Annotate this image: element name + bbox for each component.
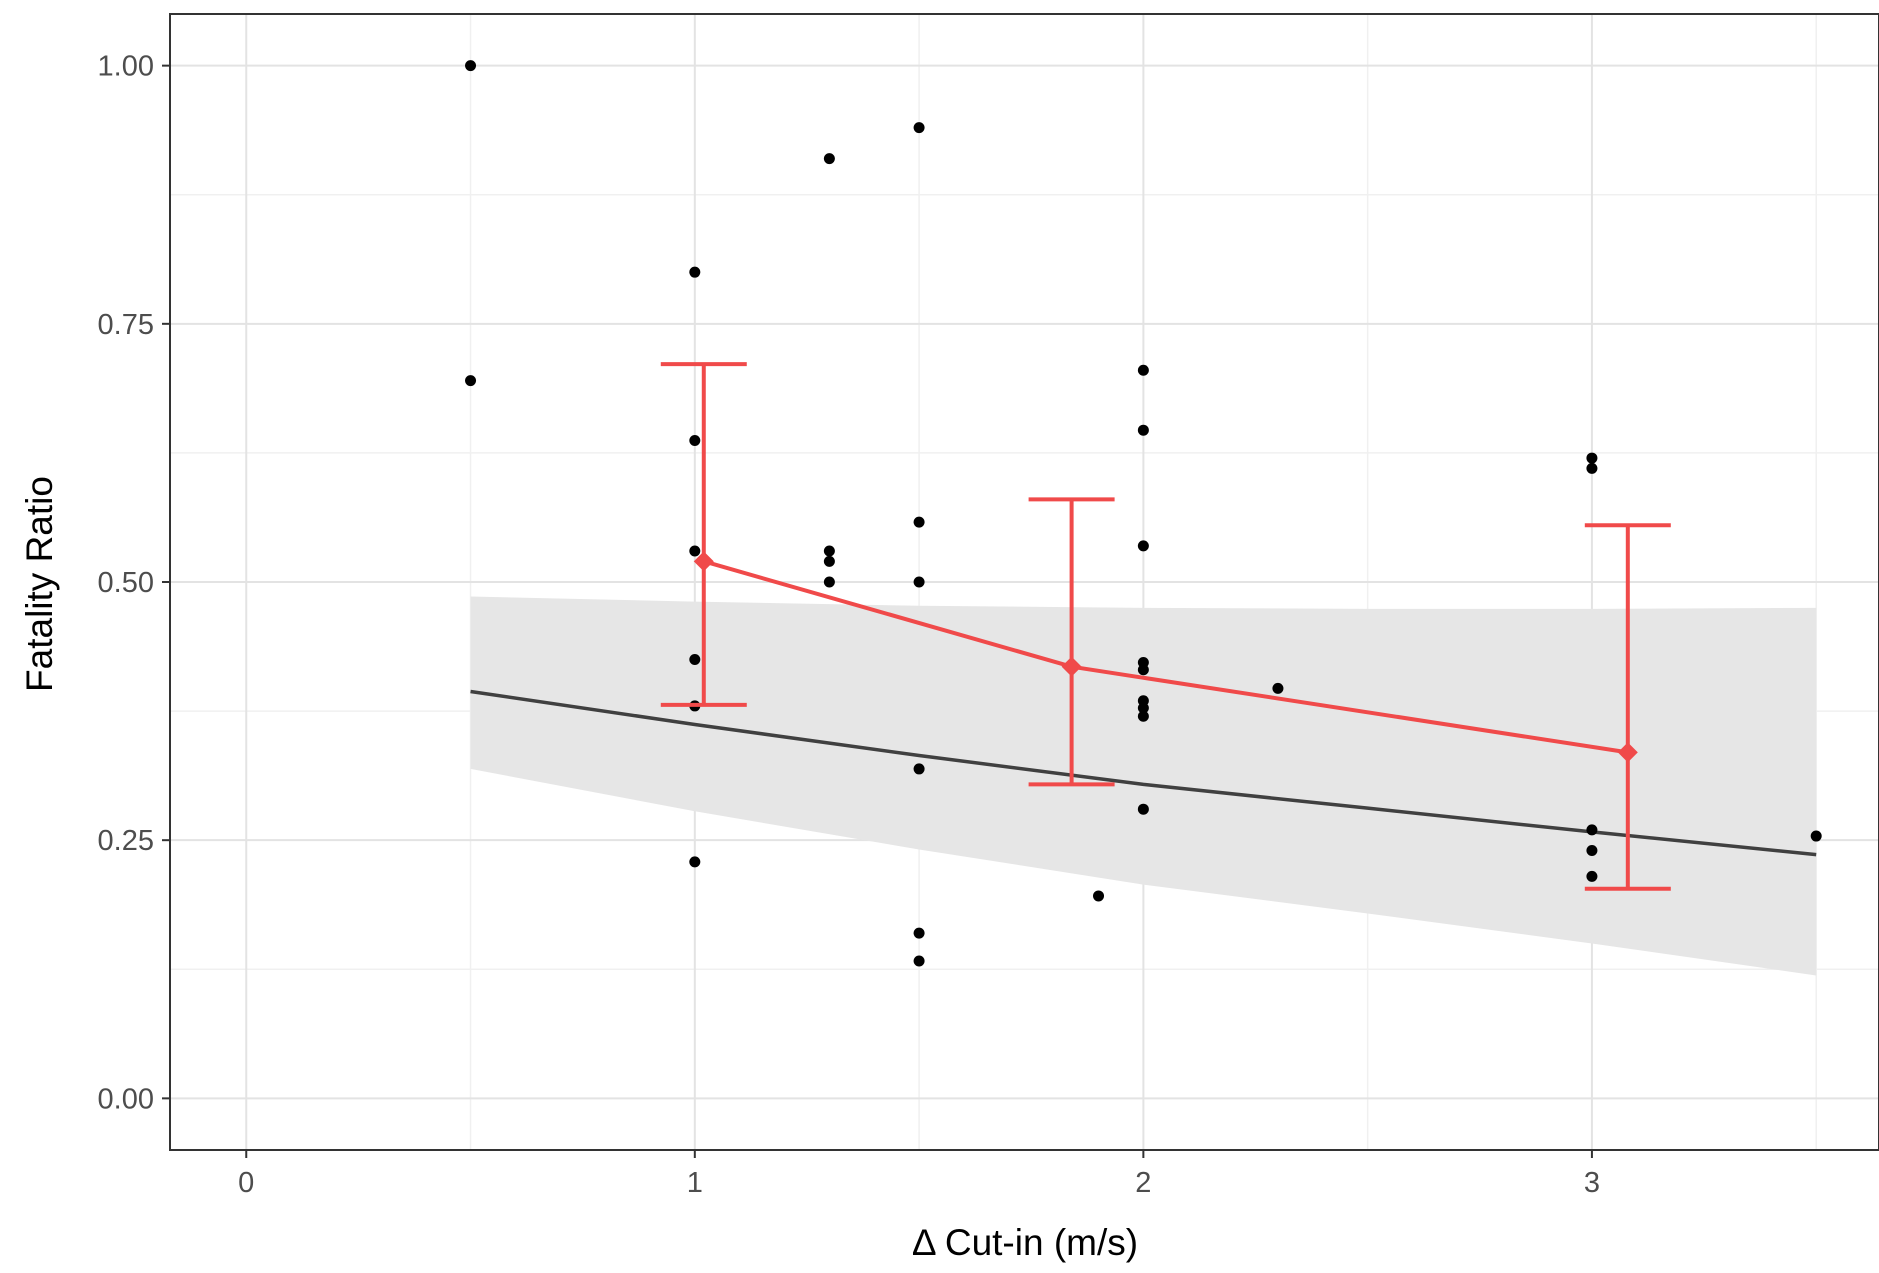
- summary-point: [1061, 656, 1082, 677]
- summary-point: [1617, 742, 1638, 763]
- data-point: [1586, 870, 1598, 882]
- axes: 0.00 0.25 0.50 0.75 1.00 0 1 2 3: [98, 51, 1600, 1199]
- data-point: [1137, 803, 1149, 815]
- data-point: [1137, 702, 1149, 714]
- data-point: [913, 576, 925, 588]
- data-point: [823, 545, 835, 557]
- data-point: [689, 545, 701, 557]
- data-point: [823, 555, 835, 567]
- data-point: [823, 153, 835, 165]
- x-tick-label: 3: [1584, 1167, 1600, 1199]
- x-tick-label: 0: [238, 1167, 254, 1199]
- data-point: [1810, 830, 1822, 842]
- data-point: [1586, 824, 1598, 836]
- data-point: [913, 516, 925, 528]
- data-point: [1137, 664, 1149, 676]
- data-point: [913, 763, 925, 775]
- data-point: [689, 653, 701, 665]
- data-point: [823, 576, 835, 588]
- data-point: [913, 955, 925, 967]
- data-point: [1586, 452, 1598, 464]
- y-tick-label: 0.50: [98, 567, 154, 599]
- data-points: [465, 60, 1822, 967]
- data-point: [1137, 540, 1149, 552]
- x-tick-label: 1: [687, 1167, 703, 1199]
- data-point: [465, 375, 477, 387]
- data-point: [1093, 890, 1105, 902]
- data-point: [1137, 424, 1149, 436]
- data-point: [1586, 462, 1598, 474]
- summary-series: [660, 362, 1671, 891]
- data-point: [689, 435, 701, 447]
- data-point: [913, 927, 925, 939]
- data-point: [1137, 710, 1149, 722]
- data-point: [689, 266, 701, 278]
- data-point: [1586, 845, 1598, 857]
- data-point: [913, 122, 925, 134]
- data-point: [689, 856, 701, 868]
- y-tick-label: 0.75: [98, 309, 154, 341]
- y-tick-label: 1.00: [98, 51, 154, 83]
- x-axis-title: Δ Cut-in (m/s): [912, 1222, 1138, 1263]
- y-tick-label: 0.00: [98, 1083, 154, 1115]
- y-axis-title: Fatality Ratio: [19, 476, 60, 692]
- data-point: [465, 60, 477, 72]
- data-point: [1137, 364, 1149, 376]
- grid-lines: [170, 14, 1879, 1150]
- x-tick-label: 2: [1135, 1167, 1151, 1199]
- data-point: [1272, 682, 1284, 694]
- y-tick-label: 0.25: [98, 825, 154, 857]
- summary-point: [693, 551, 714, 572]
